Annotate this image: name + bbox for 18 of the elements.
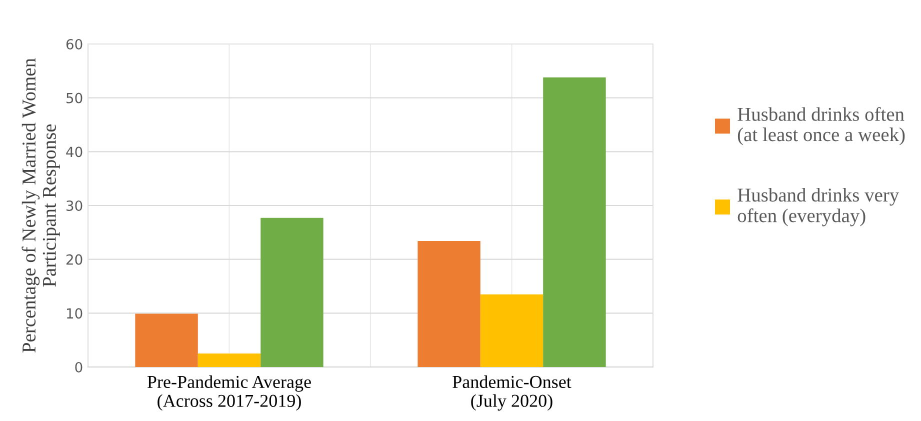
y-tick-label: 60 [66,38,82,50]
y-tick-label: 0 [75,362,82,372]
bar [480,294,544,367]
x-tick-label: Pre-Pandemic Average (Across 2017-2019) [147,375,311,411]
y-tick-label: 30 [66,200,82,211]
bar [418,241,480,367]
y-tick-label: 10 [66,308,82,319]
bar [198,354,261,367]
y-tick-label: 20 [66,254,82,265]
legend-label: Husband drinks often (at least once a week) [738,107,905,146]
legend-label: Husband drinks very often (everyday) [738,188,900,226]
y-axis-title: Percentage of Newly Married Women Participant Response [22,58,60,352]
bar [543,77,606,367]
y-tick-label: 50 [66,92,82,104]
y-tick-label: 40 [66,146,82,158]
x-tick-label: Pandemic-Onset (July 2020) [452,375,572,411]
bar [260,218,324,367]
bar [135,314,198,367]
